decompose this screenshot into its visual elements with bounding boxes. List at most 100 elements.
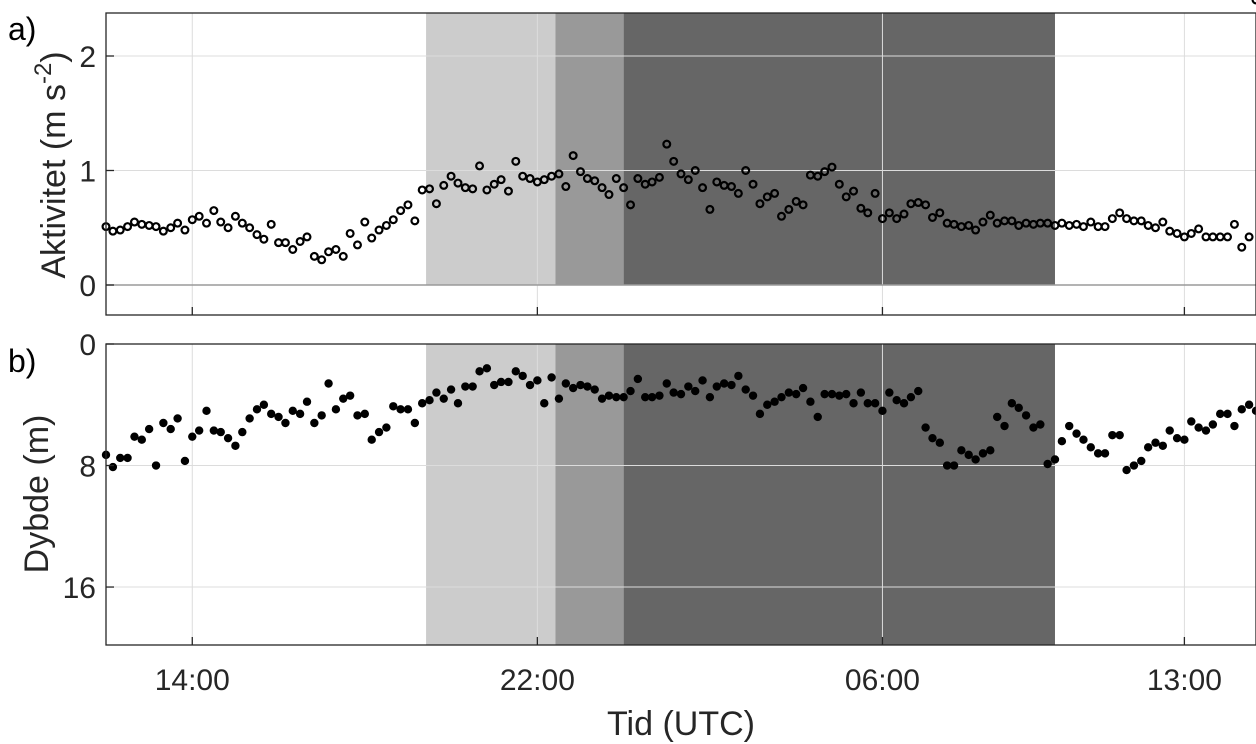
panel-b-data-point [303, 398, 311, 406]
panel-b-data-point [555, 395, 563, 403]
panel-b-data-point [965, 451, 973, 459]
panel-b-data-point [864, 399, 872, 407]
panel-b-data-point [246, 415, 254, 423]
panel-b-data-point [454, 399, 462, 407]
panel-b-data-point [778, 393, 786, 401]
panel-b-data-point [627, 387, 635, 395]
panel-b-data-point [361, 410, 369, 418]
panel-b-data-point [368, 436, 376, 444]
panel-b-data-point [1238, 406, 1246, 414]
panel-b-data-point [620, 393, 628, 401]
panel-b-data-point [979, 450, 987, 458]
x-axis-label: Tid (UTC) [607, 705, 755, 743]
x-tick-label: 13:00 [1147, 664, 1222, 697]
panel-b-data-point [138, 436, 146, 444]
panel-b-data-point [548, 374, 556, 382]
panel-b-data-point [871, 399, 879, 407]
panel-b-shaded-regions [426, 344, 1055, 645]
panel-b-data-point [836, 392, 844, 400]
panel-b-data-point [232, 442, 240, 450]
panel-b-data-point [505, 378, 513, 386]
panel-b-data-point [771, 398, 779, 406]
panel-b-data-point [1152, 439, 1160, 447]
panel-b-data-point [706, 393, 714, 401]
panel-b-data-point [267, 410, 275, 418]
panel-a-shaded-region [624, 13, 1055, 285]
panel-b-data-point [828, 390, 836, 398]
panel-b-data-point [1231, 422, 1239, 430]
panel-b-data-point [1101, 450, 1109, 458]
panel-b-data-point [577, 381, 585, 389]
panel-b-data-point [145, 425, 153, 433]
panel-b-data-point [1051, 456, 1059, 464]
panel-b-data-point [792, 390, 800, 398]
panel-b-data-point [167, 425, 175, 433]
panel-b-data-point [720, 380, 728, 388]
panel-b-data-point [886, 389, 894, 397]
panel-b-data-point [821, 390, 829, 398]
panel-a-y-axis-label-sup: -2 [30, 63, 57, 84]
panel-b-data-point [462, 383, 470, 391]
panel-b-data-point [1209, 421, 1217, 429]
panel-b-data-point [900, 399, 908, 407]
panel-b-data-point [1022, 412, 1030, 420]
panel-a-shaded-regions [426, 13, 1055, 285]
panel-b-data-point [1080, 436, 1088, 444]
panel-a-y-axis-label-close: ) [35, 51, 73, 62]
panel-b-data-point [634, 375, 642, 383]
panel-b-data-point [879, 407, 887, 415]
panel-b-data-point [116, 454, 124, 462]
panel-a-data-point [1253, 0, 1256, 3]
panel-a-y-axis-label-main: Aktivitet (m s [35, 84, 73, 279]
panel-b-data-point [1159, 442, 1167, 450]
panel-b-data-point [375, 428, 383, 436]
panel-b-data-point [612, 393, 620, 401]
panel-b-data-point [203, 407, 211, 415]
panel-a-y-tick-label: 1 [79, 156, 96, 189]
panel-b-data-point [1202, 427, 1210, 435]
panel-a-y-tick-label: 2 [79, 41, 96, 74]
panel-b-data-point [569, 384, 577, 392]
panel-b-data-point [469, 383, 477, 391]
panel-b-data-point [540, 399, 548, 407]
panel-b-data-point [296, 410, 304, 418]
panel-b-data-point [224, 434, 232, 442]
panel-b-data-point [282, 419, 290, 427]
panel-b-x-ticks: 14:00 22:00 06:00 13:00 [155, 637, 1222, 697]
panel-b-data-point [239, 428, 247, 436]
panel-b-data-point [1094, 450, 1102, 458]
panel-a-shaded-region [555, 13, 623, 285]
panel-b-data-point [109, 463, 117, 471]
panel-b-data-point [1195, 424, 1203, 432]
panel-b-data-point [1173, 434, 1181, 442]
panel-b-data-point [433, 389, 441, 397]
panel-b-data-point [842, 390, 850, 398]
panel-b-data-point [275, 413, 283, 421]
panel-b-data-point [713, 383, 721, 391]
panel-b-data-point [857, 389, 865, 397]
panel-b-data-point [785, 389, 793, 397]
x-tick-label: 22:00 [500, 664, 575, 697]
panel-b-data-point [562, 380, 570, 388]
panel-b-data-point [1030, 424, 1038, 432]
panel-b-data-point [691, 387, 699, 395]
panel-b-data-point [584, 383, 592, 391]
panel-b-data-point [195, 427, 203, 435]
panel-b-data-point [922, 424, 930, 432]
panel-b-data-point [497, 378, 505, 386]
panel-b-data-point [318, 412, 326, 420]
panel-b-data-point [1187, 418, 1195, 426]
panel-b-data-point [181, 457, 189, 465]
panel-b-data-point [605, 392, 613, 400]
panel-b-data-point [1216, 410, 1224, 418]
panel-b-data-point [1015, 404, 1023, 412]
panel-b-data-point [447, 386, 455, 394]
panel-b-data-point [325, 380, 333, 388]
panel-b-data-point [440, 395, 448, 403]
panel-b-data-point [160, 419, 168, 427]
panel-b-data-point [217, 428, 225, 436]
panel-b-data-point [943, 462, 951, 470]
panel-b-data-point [1130, 462, 1138, 470]
panel-b-y-tick-label: 0 [79, 329, 96, 362]
panel-b-data-point [1181, 436, 1189, 444]
